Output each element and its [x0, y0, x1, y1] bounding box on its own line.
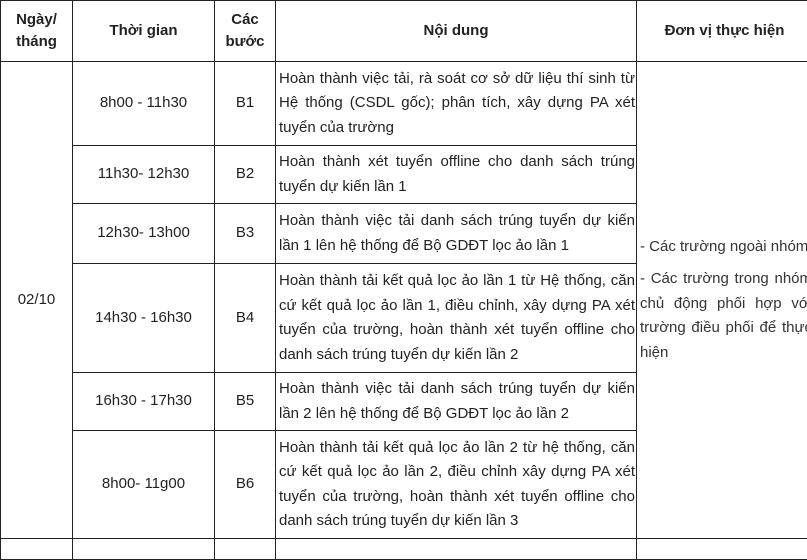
header-content: Nội dung — [276, 1, 637, 62]
time-cell: 16h30 - 17h30 — [73, 373, 215, 431]
content-cell: Hoàn thành xét tuyển offline cho danh sá… — [276, 146, 637, 204]
date-cell: 02/10 — [1, 62, 73, 539]
step-cell: B4 — [215, 264, 276, 373]
empty-cell — [637, 539, 807, 560]
content-cell: Hoàn thành việc tải, rà soát cơ sở dữ li… — [276, 62, 637, 146]
step-cell: B5 — [215, 373, 276, 431]
header-row: Ngày/ tháng Thời gian Các bước Nội dung … — [1, 1, 807, 62]
step-cell: B2 — [215, 146, 276, 204]
time-cell: 11h30- 12h30 — [73, 146, 215, 204]
unit-cell: - Các trường ngoài nhóm - Các trường tro… — [637, 62, 807, 539]
step-cell: B3 — [215, 204, 276, 264]
step-cell: B1 — [215, 62, 276, 146]
header-step: Các bước — [215, 1, 276, 62]
empty-cell — [276, 539, 637, 560]
empty-cell — [215, 539, 276, 560]
unit-line: - Các trường trong nhóm chủ động phối hợ… — [640, 267, 807, 365]
step-cell: B6 — [215, 431, 276, 539]
empty-cell — [1, 539, 73, 560]
content-cell: Hoàn thành việc tải danh sách trúng tuyể… — [276, 204, 637, 264]
content-cell: Hoàn thành việc tải danh sách trúng tuyể… — [276, 373, 637, 431]
unit-line: - Các trường ngoài nhóm — [640, 235, 807, 260]
content-cell: Hoàn thành tải kết quả lọc ảo lần 1 từ H… — [276, 264, 637, 373]
time-cell: 8h00- 11g00 — [73, 431, 215, 539]
time-cell: 8h00 - 11h30 — [73, 62, 215, 146]
header-date: Ngày/ tháng — [1, 1, 73, 62]
time-cell: 14h30 - 16h30 — [73, 264, 215, 373]
content-cell: Hoàn thành tải kết quả lọc ảo lần 2 từ h… — [276, 431, 637, 539]
time-cell: 12h30- 13h00 — [73, 204, 215, 264]
header-time: Thời gian — [73, 1, 215, 62]
header-unit: Đơn vị thực hiện — [637, 1, 807, 62]
empty-cell — [73, 539, 215, 560]
table-row: 02/10 8h00 - 11h30 B1 Hoàn thành việc tả… — [1, 62, 807, 146]
table-row — [1, 539, 807, 560]
